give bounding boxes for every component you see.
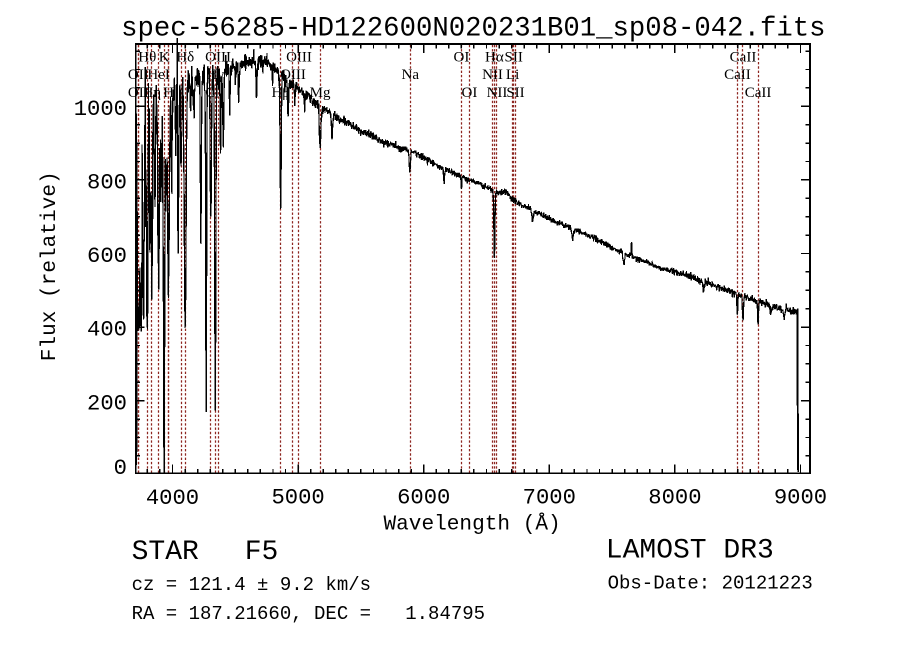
svg-text:H: H — [163, 85, 174, 101]
svg-text:cz = 121.4 ± 9.2 km/s: cz = 121.4 ± 9.2 km/s — [132, 574, 371, 596]
svg-text:OIII: OIII — [205, 50, 231, 66]
svg-text:Obs-Date: 20121223: Obs-Date: 20121223 — [608, 573, 813, 595]
svg-text:Hα: Hα — [485, 50, 504, 66]
svg-text:1000: 1000 — [74, 97, 127, 122]
svg-text:OI: OI — [461, 85, 477, 101]
svg-text:HeI: HeI — [147, 67, 170, 83]
svg-text:CaII: CaII — [745, 85, 772, 101]
svg-text:OII: OII — [128, 67, 149, 83]
svg-text:Na: Na — [402, 67, 420, 83]
svg-text:OIII: OIII — [286, 50, 312, 66]
svg-text:Hθ: Hθ — [138, 50, 156, 66]
svg-text:SII: SII — [506, 85, 524, 101]
svg-text:SII: SII — [505, 50, 523, 66]
svg-text:Li: Li — [506, 67, 519, 83]
svg-text:spec-56285-HD122600N020231B01_: spec-56285-HD122600N020231B01_sp08-042.f… — [121, 13, 825, 44]
svg-text:9000: 9000 — [774, 486, 827, 511]
svg-text:NII: NII — [487, 85, 508, 101]
svg-text:OII: OII — [128, 85, 149, 101]
svg-text:Mg: Mg — [310, 85, 331, 101]
svg-text:600: 600 — [87, 244, 127, 269]
svg-text:5000: 5000 — [271, 486, 324, 511]
svg-text:F5: F5 — [245, 537, 279, 568]
svg-text:8000: 8000 — [648, 486, 701, 511]
svg-text:OI: OI — [453, 50, 469, 66]
svg-text:K: K — [159, 50, 170, 66]
svg-text:6000: 6000 — [397, 486, 450, 511]
svg-text:0: 0 — [114, 456, 127, 481]
svg-text:400: 400 — [87, 318, 127, 343]
svg-text:LAMOST DR3: LAMOST DR3 — [606, 536, 774, 567]
svg-text:Flux (relative): Flux (relative) — [38, 171, 62, 361]
svg-text:OIII: OIII — [280, 67, 306, 83]
svg-text:Hδ: Hδ — [176, 50, 194, 66]
svg-text:CaII: CaII — [724, 67, 751, 83]
svg-text:200: 200 — [87, 391, 127, 416]
svg-text:7000: 7000 — [523, 486, 576, 511]
svg-text:Wavelength (Å): Wavelength (Å) — [383, 512, 560, 536]
svg-text:Hη: Hη — [142, 85, 161, 101]
svg-text:800: 800 — [87, 171, 127, 196]
svg-text:NII: NII — [482, 67, 503, 83]
svg-text:Hγ: Hγ — [207, 67, 225, 83]
svg-text:RA = 187.21660, DEC = 1.8479: RA = 187.21660, DEC = 1.84795 — [132, 603, 485, 625]
svg-text:G: G — [205, 85, 216, 101]
svg-text:4000: 4000 — [146, 486, 199, 511]
svg-text:STAR: STAR — [132, 537, 199, 568]
svg-text:CaII: CaII — [730, 50, 757, 66]
svg-text:Hβ: Hβ — [271, 85, 289, 101]
